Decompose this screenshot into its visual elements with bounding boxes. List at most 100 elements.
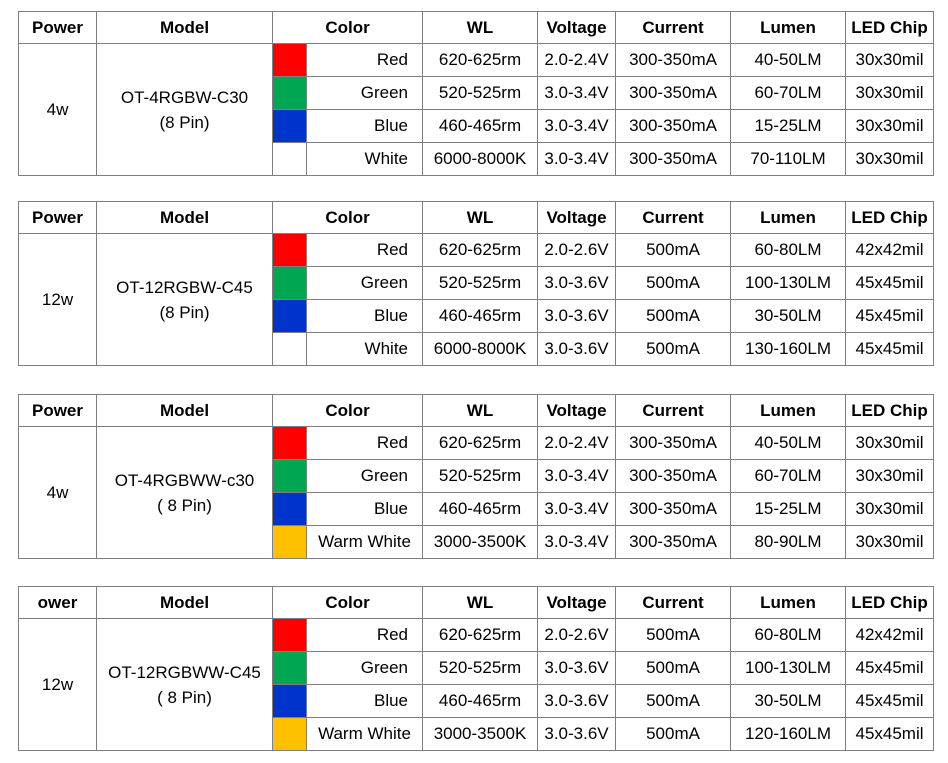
table-row: 4w OT-4RGBW-C30 (8 Pin) Red 620-625rm 2.0-2.4… <box>18 43 935 176</box>
table-row: Green 520-525rm 3.0-3.4V 300-350mA 60-70LM 30… <box>19 459 935 493</box>
color-swatch-fill <box>273 77 306 109</box>
header-power: Power <box>18 11 97 44</box>
lumen-cell: 30-50LM <box>730 299 847 333</box>
led-chip-cell: 42x42mil <box>845 233 935 267</box>
color-name-cell: Warm White <box>305 525 424 559</box>
wavelength-cell: 460-465rm <box>422 492 539 526</box>
color-name-cell: Green <box>305 266 424 300</box>
header-wl: WL <box>422 201 539 234</box>
wavelength-cell: 460-465rm <box>422 109 539 143</box>
header-lumen: Lumen <box>730 394 847 427</box>
color-swatch <box>272 684 307 718</box>
header-color: Color <box>271 11 424 44</box>
led-chip-cell: 30x30mil <box>845 142 935 176</box>
color-name-cell: Blue <box>305 109 424 143</box>
header-chip: LED Chip <box>845 394 935 427</box>
current-cell: 500mA <box>615 618 732 652</box>
color-swatch <box>272 717 307 751</box>
current-cell: 300-350mA <box>615 109 732 143</box>
led-chip-cell: 30x30mil <box>845 459 935 493</box>
voltage-cell: 2.0-2.4V <box>537 426 617 460</box>
table-row: Blue 460-465rm 3.0-3.4V 300-350mA 15-25LM 30x… <box>19 492 935 526</box>
lumen-cell: 70-110LM <box>730 142 847 176</box>
led-chip-cell: 45x45mil <box>845 651 935 685</box>
header-model: Model <box>96 201 273 234</box>
wavelength-cell: 460-465rm <box>422 684 539 718</box>
led-chip-cell: 30x30mil <box>845 109 935 143</box>
model-name: OT-4RGBWW-c30 <box>114 470 255 490</box>
led-chip-cell: 30x30mil <box>845 426 935 460</box>
color-swatch <box>272 332 307 366</box>
table-row: Blue 460-465rm 3.0-3.6V 500mA 30-50LM 45x45mi… <box>19 299 935 333</box>
spec-table: ower Model Color WL Voltage Current Lumen LED C… <box>18 586 935 751</box>
led-chip-cell: 30x30mil <box>845 525 935 559</box>
color-swatch-fill <box>273 619 306 651</box>
header-voltage: Voltage <box>537 11 617 44</box>
color-swatch <box>272 492 307 526</box>
header-chip: LED Chip <box>845 11 935 44</box>
header-model: Model <box>96 586 273 619</box>
lumen-cell: 15-25LM <box>730 109 847 143</box>
lumen-cell: 100-130LM <box>730 651 847 685</box>
table-row: White 6000-8000K 3.0-3.4V 300-350mA 70-110LM… <box>19 142 935 176</box>
color-swatch <box>272 459 307 493</box>
table-row: Blue 460-465rm 3.0-3.6V 500mA 30-50LM 45x45mi… <box>19 684 935 718</box>
header-model: Model <box>96 11 273 44</box>
voltage-cell: 3.0-3.6V <box>537 299 617 333</box>
header-lumen: Lumen <box>730 11 847 44</box>
wavelength-cell: 520-525rm <box>422 76 539 110</box>
lumen-cell: 80-90LM <box>730 525 847 559</box>
color-swatch <box>272 266 307 300</box>
current-cell: 300-350mA <box>615 426 732 460</box>
current-cell: 500mA <box>615 332 732 366</box>
table-row: Green 520-525rm 3.0-3.6V 500mA 100-130LM 45x4… <box>19 266 935 300</box>
table-row: 12w OT-12RGBW-C45 (8 Pin) Red 620-625rm 2.0-2… <box>18 233 935 366</box>
led-chip-cell: 30x30mil <box>845 492 935 526</box>
voltage-cell: 3.0-3.4V <box>537 459 617 493</box>
header-power: Power <box>18 201 97 234</box>
current-cell: 300-350mA <box>615 525 732 559</box>
lumen-cell: 40-50LM <box>730 43 847 77</box>
voltage-cell: 3.0-3.4V <box>537 142 617 176</box>
header-current: Current <box>615 201 732 234</box>
model-pin-count: (8 Pin) <box>159 302 210 322</box>
color-swatch <box>272 651 307 685</box>
color-swatch-fill <box>273 652 306 684</box>
header-lumen: Lumen <box>730 586 847 619</box>
table-row: Green 520-525rm 3.0-3.6V 500mA 100-130LM 45x4… <box>19 651 935 685</box>
wavelength-cell: 620-625rm <box>422 426 539 460</box>
header-current: Current <box>615 11 732 44</box>
header-voltage: Voltage <box>537 201 617 234</box>
header-wl: WL <box>422 394 539 427</box>
lumen-cell: 30-50LM <box>730 684 847 718</box>
led-chip-cell: 45x45mil <box>845 266 935 300</box>
model-name: OT-12RGBW-C45 <box>116 277 253 297</box>
table-header-row: Power Model Color WL Voltage Current Lumen LED … <box>18 11 935 44</box>
color-swatch-fill <box>273 685 306 717</box>
voltage-cell: 3.0-3.6V <box>537 684 617 718</box>
table-row: Warm White 3000-3500K 3.0-3.6V 500mA 120-160… <box>19 717 935 751</box>
lumen-cell: 120-160LM <box>730 717 847 751</box>
color-swatch <box>272 76 307 110</box>
table-row: 4w OT-4RGBWW-c30 ( 8 Pin) Red 620-625rm 2.0-2… <box>18 426 935 559</box>
model-pin-count: ( 8 Pin) <box>157 495 212 515</box>
color-swatch-fill <box>273 300 306 332</box>
color-swatch-fill <box>273 143 306 175</box>
color-swatch-fill <box>273 333 306 365</box>
lumen-cell: 15-25LM <box>730 492 847 526</box>
voltage-cell: 2.0-2.6V <box>537 233 617 267</box>
wavelength-cell: 620-625rm <box>422 43 539 77</box>
lumen-cell: 60-80LM <box>730 618 847 652</box>
color-swatch <box>272 233 307 267</box>
model-cell: OT-12RGBWW-C45 ( 8 Pin) <box>96 618 273 751</box>
color-name-cell: Red <box>305 233 424 267</box>
header-voltage: Voltage <box>537 394 617 427</box>
header-lumen: Lumen <box>730 201 847 234</box>
header-power: Power <box>18 394 97 427</box>
header-model: Model <box>96 394 273 427</box>
wavelength-cell: 520-525rm <box>422 266 539 300</box>
header-wl: WL <box>422 586 539 619</box>
color-name-cell: Red <box>305 618 424 652</box>
current-cell: 500mA <box>615 717 732 751</box>
color-swatch <box>272 142 307 176</box>
